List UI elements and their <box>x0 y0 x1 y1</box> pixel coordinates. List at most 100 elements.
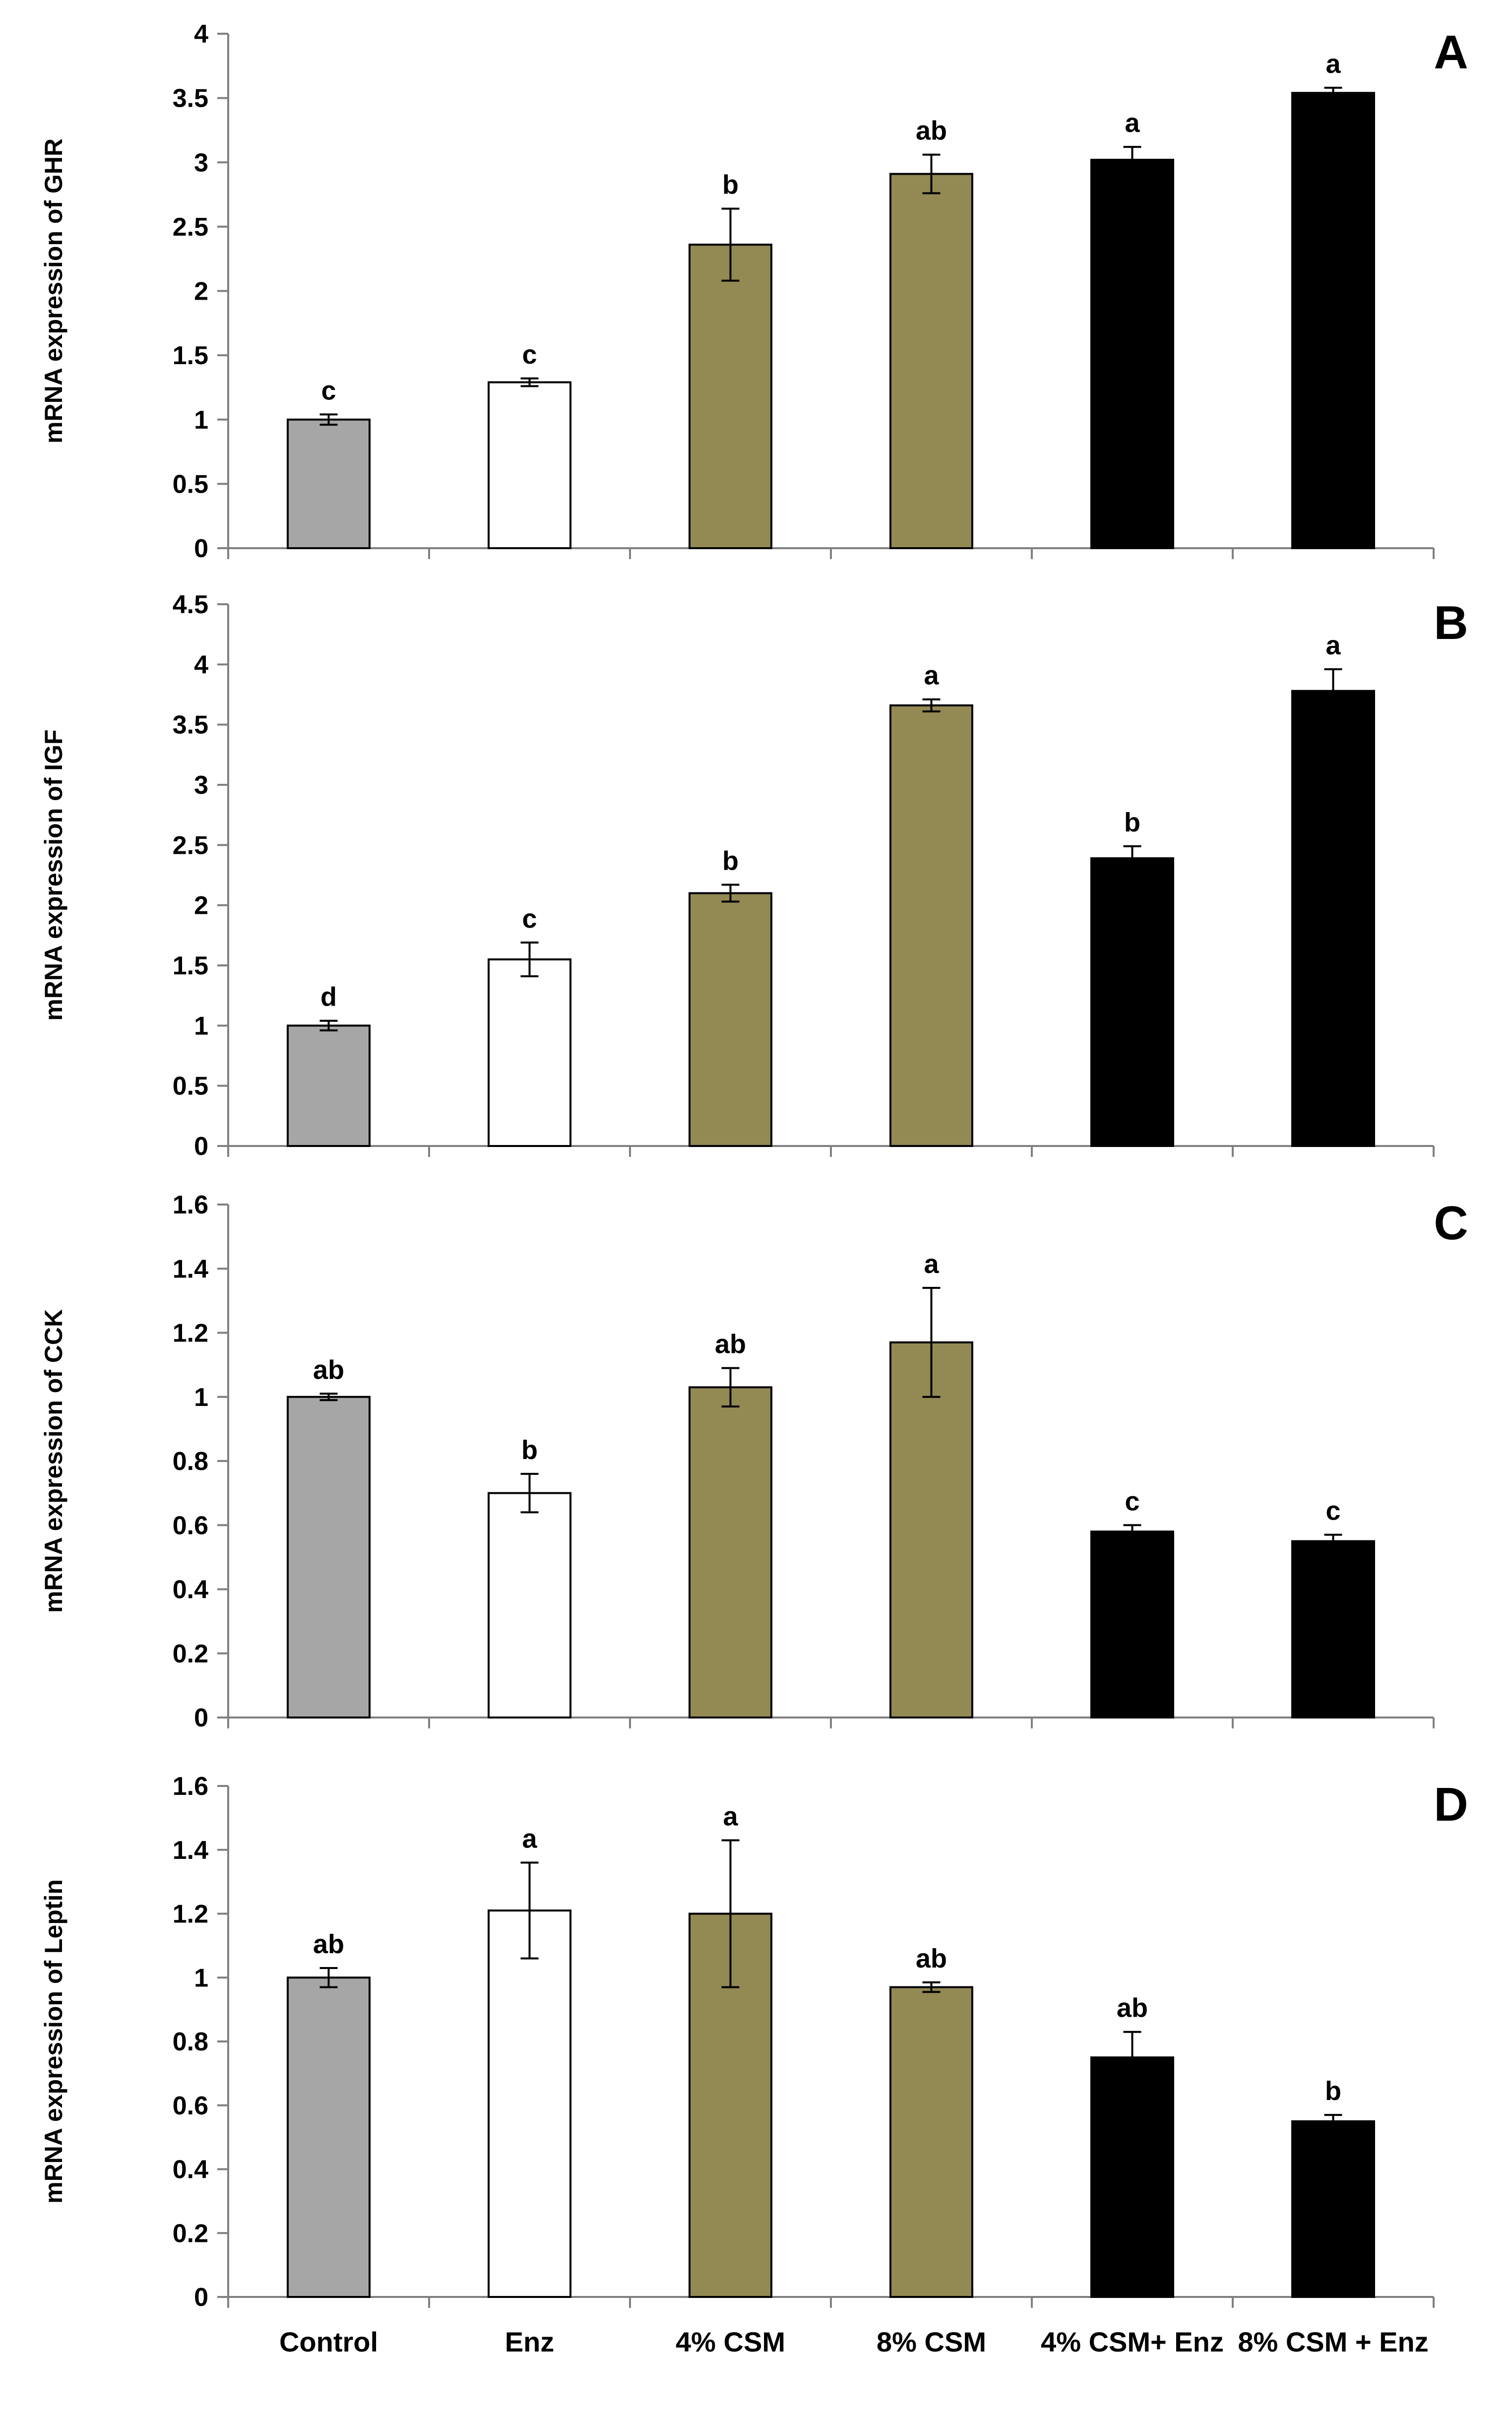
y-tick-label: 1.2 <box>173 1900 208 1929</box>
y-tick-label: 4 <box>194 20 208 49</box>
bar <box>889 1986 973 2298</box>
y-tick-label: 1 <box>194 406 208 435</box>
significance-label: ab <box>313 1929 344 1959</box>
significance-label: ab <box>916 1944 947 1973</box>
bar <box>1291 1540 1375 1718</box>
significance-label: ab <box>313 1355 344 1385</box>
significance-label: c <box>1325 1496 1340 1526</box>
bar <box>1291 2120 1375 2298</box>
y-tick-label: 1.6 <box>173 1772 208 1801</box>
y-tick-label: 3.5 <box>173 84 208 113</box>
significance-label: b <box>722 170 739 200</box>
bar <box>889 704 973 1147</box>
y-tick-label: 0.8 <box>173 2028 208 2056</box>
y-tick-label: 3 <box>194 771 208 800</box>
category-label: 8% CSM <box>877 2326 986 2357</box>
significance-label: a <box>723 1801 738 1831</box>
bar <box>1291 92 1375 549</box>
category-label: Control <box>279 2326 378 2357</box>
bar <box>689 244 772 550</box>
y-tick-label: 4.5 <box>173 590 208 619</box>
y-tick-label: 1.6 <box>173 1191 208 1219</box>
significance-label: a <box>1325 631 1341 660</box>
significance-label: a <box>924 661 939 691</box>
y-tick-label: 0.5 <box>173 1072 208 1101</box>
bar <box>488 958 571 1147</box>
bar <box>1090 159 1174 549</box>
significance-label: c <box>522 904 537 934</box>
significance-label: a <box>1125 108 1140 138</box>
bar <box>488 381 571 549</box>
y-tick-label: 1.2 <box>173 1319 208 1348</box>
y-tick-label: 2 <box>194 891 208 920</box>
y-tick-label: 3.5 <box>173 711 208 740</box>
y-tick-label: 0.5 <box>173 470 208 499</box>
y-tick-label: 2.5 <box>173 831 208 860</box>
y-tick-label: 2 <box>194 277 208 306</box>
significance-label: a <box>522 1824 537 1854</box>
panel-letter: B <box>1434 596 1468 649</box>
y-tick-label: 1.5 <box>173 341 208 370</box>
y-tick-label: 0 <box>194 1132 208 1161</box>
significance-label: ab <box>1117 1993 1148 2023</box>
significance-label: c <box>522 340 537 370</box>
significance-label: c <box>1125 1486 1139 1516</box>
bar <box>889 1341 973 1718</box>
significance-label: a <box>1325 49 1341 79</box>
y-axis-label: mRNA expression of IGF <box>40 729 67 1020</box>
y-tick-label: 1 <box>194 1383 208 1412</box>
y-axis-label: mRNA expression of CCK <box>40 1309 67 1613</box>
significance-label: b <box>521 1435 538 1465</box>
y-tick-label: 0 <box>194 534 208 563</box>
panel-b: 0 0.5 1 1.5 2 2.5 3 3.5 4 4.5 d c b a b a mRNA expressio… <box>40 590 1468 1161</box>
y-tick-label: 0.6 <box>173 2092 208 2120</box>
y-tick-label: 1.4 <box>173 1836 208 1865</box>
significance-label: b <box>1124 808 1140 837</box>
panel-d: 0 0.2 0.4 0.6 0.8 1 1.2 1.4 1.6 ab Control a Enz a 4% … <box>40 1772 1468 2357</box>
significance-label: b <box>1325 2076 1341 2106</box>
bar <box>1090 1530 1174 1719</box>
y-tick-label: 2.5 <box>173 213 208 242</box>
bar <box>689 1386 772 1719</box>
y-tick-label: 0.4 <box>173 2156 208 2184</box>
y-tick-label: 0 <box>194 2283 208 2312</box>
y-tick-label: 1.5 <box>173 952 208 980</box>
bar <box>488 1492 571 1718</box>
bar <box>287 418 371 549</box>
bar <box>1090 2056 1174 2298</box>
significance-label: a <box>924 1249 939 1279</box>
bar <box>1291 690 1375 1147</box>
significance-label: c <box>321 376 336 405</box>
panel-letter: D <box>1434 1778 1468 1831</box>
y-tick-label: 1 <box>194 1012 208 1040</box>
category-label: 8% CSM + Enz <box>1238 2326 1428 2357</box>
y-tick-label: 0.8 <box>173 1447 208 1476</box>
category-label: Enz <box>505 2326 555 2357</box>
panel-letter: C <box>1434 1197 1468 1250</box>
bar <box>287 1024 371 1147</box>
y-tick-label: 3 <box>194 148 208 177</box>
significance-label: ab <box>715 1330 746 1359</box>
y-axis-label: mRNA expression of Leptin <box>40 1879 67 2204</box>
y-tick-label: 1 <box>194 1964 208 1992</box>
bar <box>689 892 772 1147</box>
significance-label: ab <box>916 116 947 146</box>
bar <box>889 173 973 549</box>
bar <box>488 1909 571 2298</box>
panel-c: 0 0.2 0.4 0.6 0.8 1 1.2 1.4 1.6 ab b ab a c c mRNA expr… <box>40 1191 1468 1732</box>
bar <box>287 1396 371 1718</box>
significance-label: d <box>320 982 337 1012</box>
y-tick-label: 0 <box>194 1704 208 1732</box>
y-tick-label: 4 <box>194 650 208 679</box>
category-label: 4% CSM+ Enz <box>1041 2326 1224 2357</box>
significance-label: b <box>722 846 739 876</box>
panel-a: 0 0.5 1 1.5 2 2.5 3 3.5 4 c c b ab a a mRNA expression … <box>40 20 1468 563</box>
panel-letter: A <box>1434 26 1468 79</box>
y-axis-label: mRNA expression of GHR <box>40 138 67 444</box>
y-tick-label: 1.4 <box>173 1255 208 1283</box>
y-tick-label: 0.2 <box>173 2219 208 2248</box>
y-tick-label: 0.4 <box>173 1576 208 1604</box>
bar <box>287 1976 371 2298</box>
category-label: 4% CSM <box>676 2326 785 2357</box>
